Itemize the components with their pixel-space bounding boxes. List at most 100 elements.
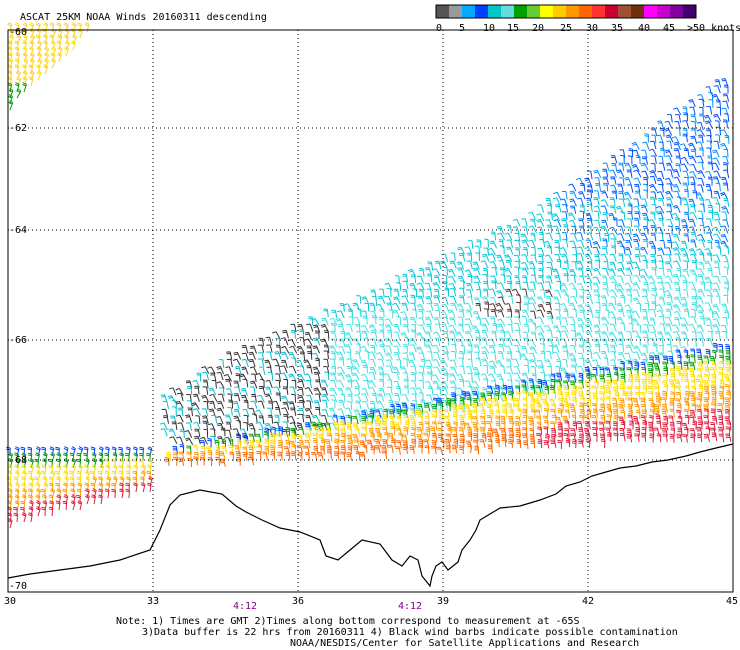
wind-barb: [466, 289, 473, 298]
wind-barb: [591, 385, 598, 394]
wind-barb: [193, 393, 200, 402]
wind-barb: [355, 343, 361, 353]
wind-barb: [697, 170, 706, 178]
wind-barb: [714, 240, 720, 249]
wind-barb: [465, 309, 473, 318]
wind-barb: [467, 252, 473, 262]
colorbar-segment: [566, 5, 579, 18]
wind-barb: [718, 415, 723, 425]
wind-barb: [323, 358, 330, 368]
wind-barb: [608, 268, 616, 277]
wind-barb: [228, 399, 234, 409]
wind-barb: [561, 204, 569, 213]
wind-barb: [680, 163, 689, 172]
wind-barb: [416, 282, 425, 291]
wind-barb: [673, 148, 681, 157]
wind-barb: [472, 398, 479, 407]
wind-barb: [606, 431, 612, 442]
wind-barb: [650, 191, 657, 200]
wind-barb: [411, 393, 417, 403]
wind-barb: [579, 309, 585, 319]
wind-barb: [721, 206, 730, 214]
wind-barb: [288, 373, 297, 382]
wind-barb: [682, 280, 688, 290]
wind-barb: [671, 324, 680, 333]
wind-barb: [418, 372, 424, 381]
wind-barb: [628, 148, 634, 158]
wind-barb: [409, 337, 417, 346]
map-frame: [7, 29, 734, 593]
wind-barb: [712, 282, 721, 291]
colorbar-label: 40: [638, 23, 650, 34]
wind-barb: [354, 386, 360, 395]
wind-barb: [363, 379, 370, 389]
wind-barb: [619, 380, 625, 390]
wind-barb: [691, 288, 698, 298]
wind-barb: [575, 177, 585, 186]
wind-barb: [29, 70, 35, 81]
wind-barb: [642, 239, 649, 248]
wind-barb: [272, 331, 281, 339]
wind-barb: [615, 205, 624, 214]
wind-barb: [330, 399, 336, 409]
wind-barb: [617, 267, 626, 276]
wind-barb: [315, 393, 321, 403]
wind-barb: [672, 205, 681, 213]
wind-barb: [364, 350, 369, 360]
wind-barb: [351, 372, 360, 381]
wind-barb: [650, 225, 657, 234]
wind-barb: [266, 351, 273, 360]
wind-barb: [427, 386, 434, 395]
wind-barb: [620, 211, 626, 221]
wind-barb: [312, 324, 321, 333]
wind-barb: [642, 309, 648, 318]
wind-barb: [586, 204, 593, 213]
wind-barb: [689, 163, 698, 172]
wind-barb: [427, 351, 433, 361]
wind-barb: [553, 219, 562, 228]
wind-barb: [410, 365, 417, 375]
wind-barb: [577, 304, 586, 313]
wind-barb: [521, 309, 530, 318]
wind-barb: [723, 169, 730, 179]
wind-barb: [664, 281, 672, 290]
wind-barb: [584, 177, 592, 186]
wind-barb: [665, 134, 674, 143]
wind-barb: [555, 232, 561, 242]
wind-barb: [313, 387, 322, 396]
wind-barb: [704, 225, 713, 234]
wind-barb: [490, 351, 497, 361]
wind-barb: [530, 246, 536, 256]
wind-barb: [708, 91, 714, 101]
wind-barb: [200, 436, 208, 445]
wind-barb: [521, 262, 529, 271]
wind-barb: [659, 323, 666, 332]
wind-barb: [504, 254, 513, 262]
wind-barb: [690, 149, 697, 158]
wind-barb: [369, 310, 378, 319]
wind-barb: [712, 324, 720, 332]
wind-barb: [443, 351, 449, 360]
wind-barb: [513, 254, 521, 263]
wind-barb: [473, 275, 481, 284]
wind-barb: [688, 323, 697, 332]
wind-barb: [682, 170, 690, 179]
wind-barb: [352, 302, 360, 311]
colorbar-segment: [657, 5, 670, 18]
wind-barb: [449, 288, 457, 297]
wind-barb: [719, 360, 725, 370]
wind-barb: [370, 344, 376, 354]
colorbar-label: 35: [611, 23, 623, 34]
wind-barb: [632, 281, 641, 290]
wind-barb: [625, 344, 633, 353]
wind-barb: [457, 316, 464, 326]
wind-barb: [528, 261, 536, 270]
wind-barb: [308, 316, 314, 326]
wind-barb: [401, 302, 409, 311]
wind-barb: [306, 400, 312, 410]
wind-barb: [594, 330, 602, 339]
wind-barb: [683, 309, 690, 318]
wind-barb: [464, 391, 472, 400]
wind-barb: [536, 213, 545, 222]
wind-barb: [431, 374, 440, 382]
